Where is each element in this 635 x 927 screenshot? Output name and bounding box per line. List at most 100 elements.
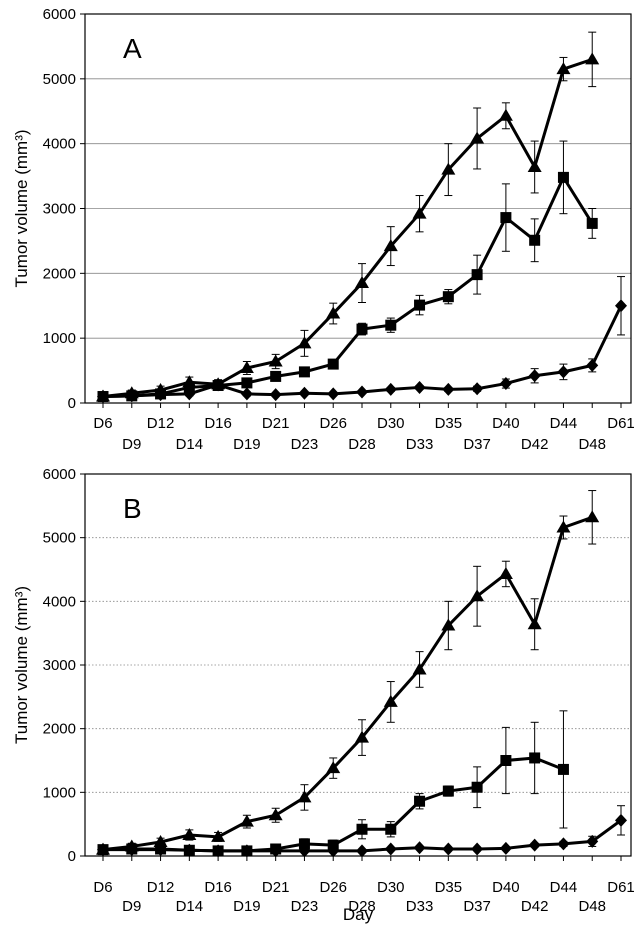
data-point-triangle <box>412 206 427 219</box>
data-point-triangle <box>412 662 427 675</box>
data-point-diamond <box>384 842 397 856</box>
data-point-triangle <box>556 520 571 533</box>
data-point-triangle <box>383 239 398 252</box>
data-point-triangle <box>355 730 369 743</box>
x-tick-label: D61 <box>607 879 635 896</box>
data-point-square <box>442 785 454 797</box>
x-tick-label: D35 <box>435 415 463 432</box>
data-point-triangle <box>326 761 341 774</box>
chart-panel-a: 0 1000 2000 3000 4000 5000 6000 D6 D9 D12D14D16D1… <box>12 6 635 453</box>
data-point-diamond <box>327 844 340 858</box>
data-point-triangle <box>498 108 513 121</box>
data-point-diamond <box>528 838 541 852</box>
y-tick-label: 6000 <box>43 466 76 483</box>
x-tick-label: D30 <box>377 415 405 432</box>
data-point-triangle <box>527 160 542 173</box>
data-point-square <box>557 171 569 183</box>
y-tick-label: 5000 <box>43 530 76 547</box>
data-point-diamond <box>125 843 138 857</box>
data-point-triangle <box>498 566 513 579</box>
series-triangle <box>96 490 600 855</box>
data-point-triangle <box>383 694 398 707</box>
data-point-triangle <box>239 360 254 373</box>
data-point-diamond <box>212 844 225 858</box>
data-point-diamond <box>298 844 311 858</box>
data-point-square <box>241 377 253 389</box>
y-tick-label: 3000 <box>43 201 76 218</box>
x-tick-label: D33 <box>406 898 434 915</box>
data-point-triangle <box>297 790 312 803</box>
x-tick-label: D42 <box>521 898 549 915</box>
x-tick-label: D28 <box>348 898 376 915</box>
data-point-diamond <box>471 842 484 856</box>
x-tick-label: D61 <box>607 415 635 432</box>
x-tick-label: D16 <box>204 879 232 896</box>
x-tick-label: D21 <box>262 879 290 896</box>
data-point-diamond <box>97 843 109 857</box>
x-tick-label: D40 <box>492 415 520 432</box>
data-point-square <box>471 781 483 793</box>
x-tick-label: D12 <box>147 415 175 432</box>
data-point-triangle <box>470 131 485 144</box>
x-tick-label: D14 <box>176 436 204 453</box>
x-tick-label: D9 <box>122 898 141 915</box>
y-tick-label: 5000 <box>43 71 76 88</box>
data-point-diamond <box>499 841 512 855</box>
x-tick-label: D6 <box>93 879 112 896</box>
x-tick-label: D37 <box>463 898 491 915</box>
data-point-diamond <box>327 387 340 401</box>
data-point-diamond <box>356 844 368 858</box>
data-point-diamond <box>528 369 541 383</box>
x-tick-label: D35 <box>435 879 463 896</box>
x-tick-label: D26 <box>319 415 347 432</box>
data-point-diamond <box>240 844 253 858</box>
data-point-triangle <box>527 617 542 630</box>
chart-panel-b: 0 1000 2000 3000 4000 5000 6000 D6 D9 D12D14D16D1… <box>12 466 635 924</box>
y-axis-title: Tumor volume (mm³) <box>12 586 31 744</box>
data-point-square <box>500 212 512 224</box>
data-point-triangle <box>297 336 312 349</box>
data-point-diamond <box>212 378 225 392</box>
data-point-diamond <box>615 813 627 827</box>
series-line <box>102 305 623 399</box>
y-tick-label: 6000 <box>43 6 76 23</box>
y-tick-label: 4000 <box>43 136 76 153</box>
panel-label: A <box>123 33 142 64</box>
x-tick-label: D16 <box>204 415 232 432</box>
data-point-square <box>270 370 282 382</box>
x-tick-label: D23 <box>291 898 319 915</box>
data-point-diamond <box>97 390 109 404</box>
panel-label: B <box>123 493 142 524</box>
x-tick-label: D44 <box>550 879 578 896</box>
data-point-square <box>500 755 512 766</box>
data-point-diamond <box>557 365 570 379</box>
data-point-diamond <box>586 834 599 848</box>
y-tick-label: 0 <box>68 848 76 865</box>
x-tick-label: D19 <box>233 898 261 915</box>
data-point-square <box>557 763 569 775</box>
y-tick-label: 3000 <box>43 657 76 674</box>
data-point-diamond <box>413 380 426 394</box>
data-point-diamond <box>240 387 253 401</box>
data-point-diamond <box>615 299 627 313</box>
data-point-square <box>471 269 483 281</box>
series-square <box>97 710 569 857</box>
data-point-diamond <box>269 388 282 402</box>
data-point-diamond <box>442 842 455 856</box>
data-point-triangle <box>556 62 571 75</box>
x-tick-label: D33 <box>406 436 434 453</box>
data-point-diamond <box>413 841 426 855</box>
data-point-diamond <box>384 382 397 396</box>
data-point-triangle <box>470 589 485 602</box>
data-point-triangle <box>326 306 341 319</box>
series-line <box>102 175 594 399</box>
x-tick-label: D40 <box>492 879 520 896</box>
x-tick-label: D42 <box>521 436 549 453</box>
x-tick-label: D44 <box>550 415 578 432</box>
data-point-diamond <box>154 843 167 857</box>
x-tick-label: D48 <box>578 898 606 915</box>
y-axis-title: Tumor volume (mm³) <box>12 129 31 287</box>
data-point-triangle <box>268 808 283 821</box>
data-point-square <box>442 291 454 303</box>
data-point-triangle <box>211 829 226 842</box>
